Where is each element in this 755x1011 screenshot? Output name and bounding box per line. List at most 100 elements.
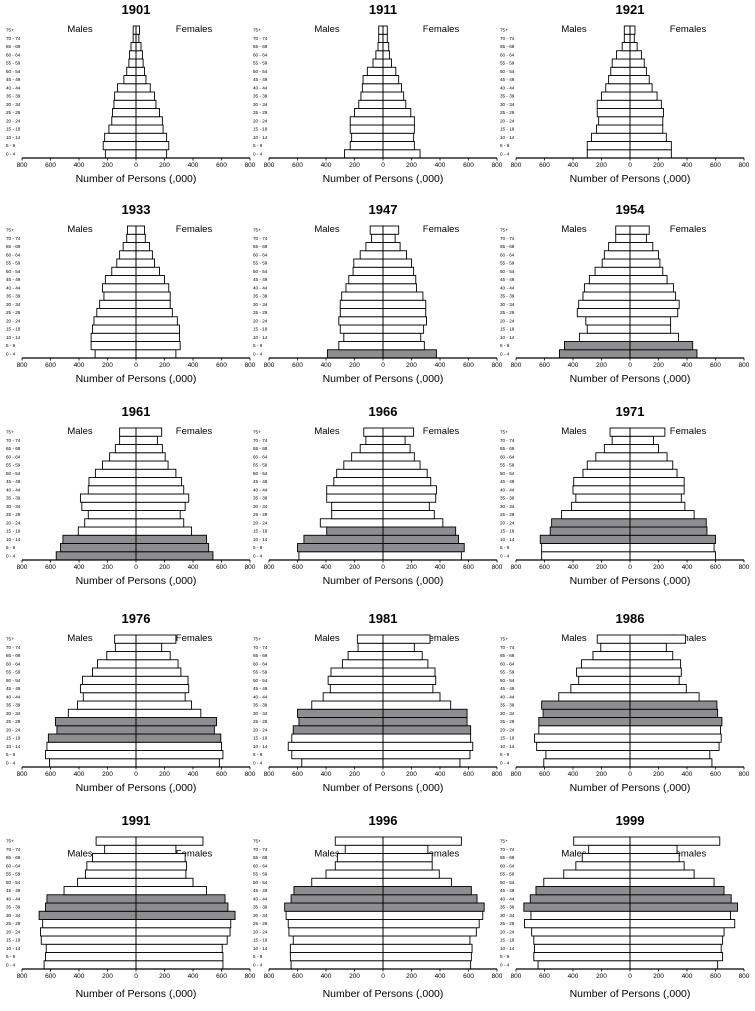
bar-male-0-4: [55, 551, 137, 561]
age-label: 25 - 29: [6, 310, 21, 315]
bar-female-0-4: [629, 349, 698, 359]
bar-female-10-14: [135, 943, 223, 953]
bar-male-30-34: [530, 910, 631, 920]
x-tick-label: 400: [188, 564, 199, 571]
x-tick-label: 600: [463, 564, 474, 571]
x-tick-label: 200: [596, 162, 607, 169]
age-label: 45 - 49: [6, 277, 21, 282]
bar-male-35-39: [77, 700, 137, 710]
bar-female-75+: [135, 225, 146, 235]
age-label: 70 - 74: [253, 236, 268, 241]
x-tick-label: 800: [264, 162, 275, 169]
age-label: 40 - 44: [6, 285, 21, 290]
x-tick-label: 0: [134, 564, 138, 571]
bar-female-20-24: [382, 116, 415, 126]
bar-female-40-44: [629, 283, 674, 293]
age-label: 60 - 64: [6, 52, 21, 57]
bar-male-75+: [623, 25, 631, 35]
bar-male-20-24: [531, 927, 631, 937]
bar-male-0-4: [541, 551, 631, 561]
bar-male-0-4: [326, 349, 384, 359]
age-label: 35 - 39: [253, 496, 268, 501]
males-label: Males: [314, 24, 340, 35]
bar-female-60-64: [629, 861, 685, 871]
bar-female-60-64: [629, 659, 682, 669]
bar-male-0-4: [559, 349, 631, 359]
age-label: 15 - 19: [500, 327, 515, 332]
x-tick-label: 400: [321, 162, 332, 169]
bar-female-70-74: [629, 435, 654, 445]
bar-male-75+: [119, 427, 137, 437]
bar-male-35-39: [284, 902, 384, 912]
bar-male-5-9: [349, 141, 384, 151]
bar-female-75+: [382, 225, 400, 235]
x-tick-label: 200: [596, 771, 607, 778]
bar-male-60-64: [359, 250, 384, 260]
bar-male-10-14: [287, 741, 384, 751]
x-tick-label: 600: [216, 162, 227, 169]
bar-male-10-14: [45, 943, 137, 953]
females-label: Females: [423, 24, 460, 35]
bar-male-10-14: [90, 332, 137, 342]
x-tick-label: 200: [406, 564, 417, 571]
age-label: 55 - 59: [500, 872, 515, 877]
age-label: 40 - 44: [6, 694, 21, 699]
bar-female-55-59: [135, 258, 155, 268]
bar-male-15-19: [596, 124, 631, 134]
age-label: 30 - 34: [6, 504, 21, 509]
bar-female-55-59: [135, 869, 187, 879]
bar-female-10-14: [135, 741, 222, 751]
bar-male-15-19: [291, 733, 384, 743]
age-label: 65 - 69: [253, 855, 268, 860]
bar-male-65-69: [336, 853, 384, 863]
bar-female-50-54: [629, 266, 664, 276]
age-label: 30 - 34: [253, 302, 268, 307]
age-label: 35 - 39: [253, 703, 268, 708]
age-label: 20 - 24: [500, 318, 515, 323]
age-label: 45 - 49: [6, 479, 21, 484]
age-label: 30 - 34: [500, 711, 515, 716]
bar-female-40-44: [135, 485, 185, 495]
bar-male-45-49: [88, 477, 137, 487]
age-label: 5 - 9: [6, 954, 16, 959]
bar-female-50-54: [135, 266, 160, 276]
bar-female-10-14: [629, 943, 722, 953]
age-label: 45 - 49: [253, 277, 268, 282]
age-label: 20 - 24: [6, 929, 21, 934]
age-label: 45 - 49: [500, 888, 515, 893]
bar-female-55-59: [629, 58, 645, 68]
x-tick-label: 200: [596, 973, 607, 980]
age-label: 65 - 69: [500, 446, 515, 451]
bar-male-65-69: [592, 651, 631, 661]
age-label: 20 - 24: [500, 520, 515, 525]
bar-female-60-64: [135, 452, 166, 462]
bar-male-10-14: [578, 332, 631, 342]
bar-female-50-54: [135, 468, 177, 478]
females-label: Females: [670, 426, 707, 437]
bar-male-35-39: [45, 902, 137, 912]
bar-male-65-69: [92, 853, 137, 863]
x-tick-label: 600: [45, 362, 56, 369]
x-tick-label: 400: [568, 362, 579, 369]
pyramid-1976: 1976 Males Females 0 - 4 5 - 9 10 - 14 15 - 19…: [6, 611, 256, 794]
bar-female-60-64: [629, 50, 642, 60]
bar-male-55-59: [102, 460, 137, 470]
age-label: 20 - 24: [500, 118, 515, 123]
age-label: 10 - 14: [500, 335, 515, 340]
bar-male-75+: [573, 836, 631, 846]
x-tick-label: 200: [406, 771, 417, 778]
bar-female-0-4: [382, 349, 437, 359]
females-label: Females: [670, 849, 707, 860]
bar-female-75+: [382, 836, 462, 846]
x-tick-label: 0: [134, 362, 138, 369]
x-tick-label: 200: [406, 362, 417, 369]
age-label: 50 - 54: [500, 69, 515, 74]
bar-male-45-49: [588, 275, 631, 285]
age-label: 35 - 39: [253, 94, 268, 99]
bar-male-10-14: [289, 943, 384, 953]
males-label: Males: [561, 426, 587, 437]
bar-male-15-19: [349, 124, 384, 134]
age-label: 25 - 29: [6, 921, 21, 926]
age-label: 35 - 39: [500, 294, 515, 299]
